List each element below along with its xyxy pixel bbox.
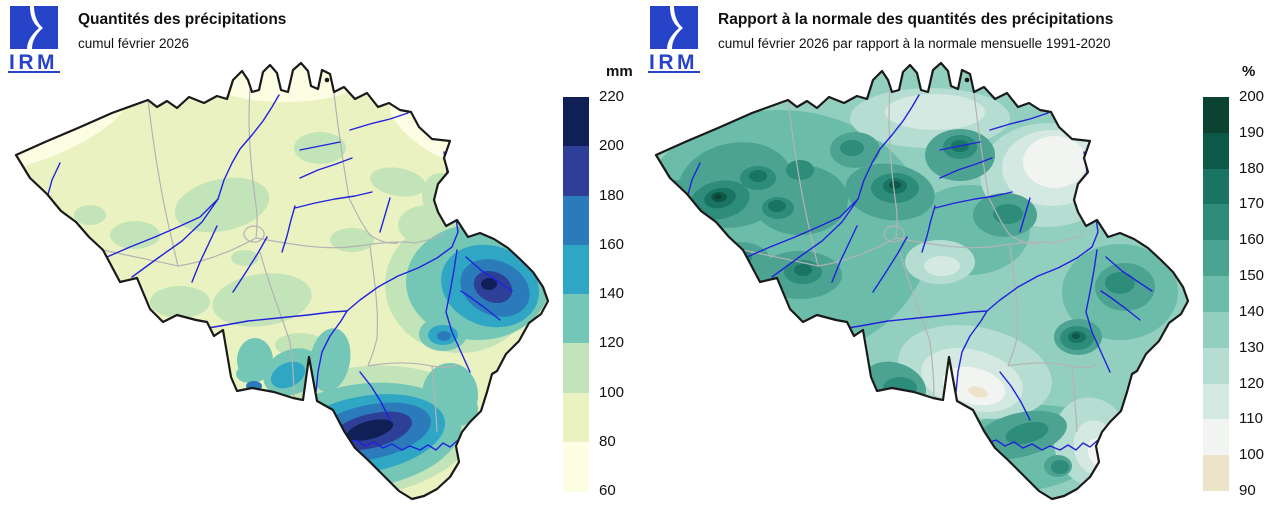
colorbar-band — [563, 244, 589, 295]
page-subtitle: cumul février 2026 — [78, 36, 190, 51]
colorbar-tick-label: 100 — [599, 383, 625, 401]
irm-logo: IRM — [648, 6, 700, 74]
colorbar-tick-label: 140 — [1239, 302, 1265, 320]
ratio-colorbar: 200 190 180 170 160 150 140 130 120 110 100 90 — [1203, 88, 1278, 499]
colorbar-band — [1203, 276, 1229, 313]
colorbar-tick-label: 220 — [599, 88, 625, 105]
colorbar-tick-label: 110 — [1239, 410, 1263, 428]
country-border — [654, 61, 1190, 501]
precip-contours — [16, 63, 548, 499]
colorbar-tick-label: 160 — [1239, 231, 1265, 249]
colorbar-band — [1203, 240, 1229, 277]
colorbar-tick-label: 150 — [1239, 267, 1265, 285]
colorbar-band — [563, 294, 589, 344]
colorbar-band — [563, 343, 589, 393]
colorbar-tick-label: 100 — [1239, 446, 1265, 464]
colorbar-unit-label: % — [1242, 63, 1256, 80]
colorbar-band — [1203, 132, 1229, 170]
colorbar-band — [563, 392, 589, 443]
colorbar-band — [1203, 311, 1229, 349]
colorbar-tick-label: 60 — [599, 482, 616, 499]
colorbar-band — [1203, 455, 1229, 492]
colorbar-tick-label: 120 — [599, 334, 625, 352]
colorbar-tick-label: 170 — [1239, 195, 1265, 213]
colorbar-band — [563, 195, 589, 246]
baarle-enclave-dot — [964, 77, 970, 83]
precipitation-colorbar: 220 200 180 160 140 120 100 80 60 — [563, 88, 638, 499]
colorbar-tick-label: 180 — [1239, 159, 1265, 177]
colorbar-band — [1203, 168, 1229, 205]
irm-logo-text: IRM — [649, 51, 698, 74]
colorbar-band — [1203, 347, 1229, 385]
page-subtitle: cumul février 2026 par rapport à la norm… — [718, 36, 1111, 51]
colorbar-tick-label: 90 — [1239, 482, 1256, 499]
colorbar-tick-label: 140 — [599, 285, 625, 302]
precipitation-panel: IRM Quantités des précipitations cumul f… — [8, 6, 638, 501]
irm-logo: IRM — [8, 6, 60, 74]
ratio-map — [654, 61, 1190, 501]
baarle-enclave-dot — [324, 77, 330, 83]
colorbar-tick-label: 200 — [599, 137, 625, 155]
irm-logo-text: IRM — [9, 51, 58, 74]
ratio-contours — [656, 63, 1188, 499]
country-border — [14, 61, 550, 501]
colorbar-band — [1203, 204, 1229, 241]
colorbar-unit-label: mm — [606, 63, 633, 80]
colorbar-band — [1203, 97, 1229, 134]
colorbar-band — [563, 441, 589, 492]
irm-logo-emblem — [10, 6, 58, 49]
colorbar-tick-label: 120 — [1239, 374, 1265, 392]
precipitation-map — [14, 61, 550, 501]
colorbar-tick-label: 130 — [1239, 338, 1265, 356]
colorbar-tick-label: 80 — [599, 432, 616, 450]
colorbar-tick-label: 180 — [599, 186, 625, 204]
page-title: Quantités des précipitations — [78, 11, 287, 28]
colorbar-tick-label: 200 — [1239, 88, 1265, 105]
ratio-panel: IRM Rapport à la normale des quantités d… — [640, 0, 1280, 507]
colorbar-tick-label: 190 — [1239, 123, 1265, 141]
page-title: Rapport à la normale des quantités des p… — [718, 11, 1114, 28]
irm-logo-emblem — [650, 6, 698, 49]
colorbar-band — [563, 146, 589, 196]
colorbar-band — [1203, 419, 1229, 456]
colorbar-band — [1203, 383, 1229, 420]
colorbar-tick-label: 160 — [599, 235, 625, 253]
colorbar-band — [563, 97, 589, 147]
